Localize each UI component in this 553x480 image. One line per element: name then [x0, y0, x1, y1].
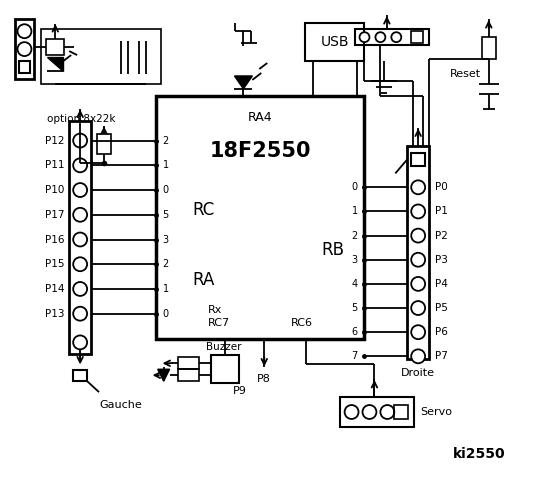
Text: 1: 1 — [163, 160, 169, 170]
Text: 2: 2 — [351, 230, 358, 240]
Text: RB: RB — [321, 241, 344, 259]
Text: 3: 3 — [352, 255, 358, 265]
Text: 5: 5 — [351, 303, 358, 313]
Circle shape — [411, 349, 425, 363]
Bar — [41, 29, 161, 84]
Text: Gauche: Gauche — [99, 400, 142, 410]
Circle shape — [411, 301, 425, 315]
Text: 2: 2 — [163, 135, 169, 145]
Circle shape — [18, 42, 32, 56]
Circle shape — [73, 257, 87, 271]
Bar — [394, 405, 408, 419]
Text: 0: 0 — [352, 182, 358, 192]
Text: 2: 2 — [163, 259, 169, 269]
Text: ki2550: ki2550 — [452, 447, 505, 461]
Circle shape — [73, 336, 87, 349]
Text: P10: P10 — [45, 185, 64, 195]
Bar — [407, 145, 429, 360]
Polygon shape — [48, 57, 63, 71]
Text: 1: 1 — [163, 284, 169, 294]
Text: P2: P2 — [435, 230, 448, 240]
Text: P13: P13 — [45, 309, 64, 319]
Text: 4: 4 — [352, 279, 358, 289]
Circle shape — [73, 183, 87, 197]
Text: option 8x22k: option 8x22k — [47, 114, 116, 124]
Circle shape — [345, 405, 358, 419]
Text: Droite: Droite — [401, 368, 435, 378]
Bar — [411, 153, 425, 167]
Text: 0: 0 — [163, 309, 169, 319]
Circle shape — [18, 24, 32, 38]
Circle shape — [411, 204, 425, 218]
Bar — [73, 370, 87, 381]
Bar — [178, 369, 200, 381]
Text: P8: P8 — [257, 374, 271, 384]
Circle shape — [73, 208, 87, 222]
Bar — [305, 23, 364, 61]
Text: P5: P5 — [435, 303, 448, 313]
Text: Buzzer: Buzzer — [206, 342, 241, 352]
Text: P12: P12 — [45, 135, 64, 145]
Text: P15: P15 — [45, 259, 64, 269]
Bar — [14, 19, 34, 79]
Text: P1: P1 — [435, 206, 448, 216]
Text: RA4: RA4 — [248, 111, 273, 124]
Text: P7: P7 — [435, 351, 448, 361]
Text: RC7: RC7 — [207, 317, 229, 327]
Bar — [211, 355, 239, 383]
Text: P9: P9 — [233, 386, 247, 396]
Circle shape — [73, 133, 87, 147]
Circle shape — [411, 277, 425, 291]
Text: RC6: RC6 — [291, 317, 313, 327]
Text: Reset: Reset — [450, 69, 481, 79]
Circle shape — [375, 32, 385, 42]
Text: RA: RA — [192, 271, 215, 289]
Bar — [178, 357, 200, 369]
Circle shape — [73, 158, 87, 172]
Circle shape — [359, 32, 369, 42]
Text: 6: 6 — [352, 327, 358, 337]
Text: 18F2550: 18F2550 — [210, 141, 311, 160]
Bar — [156, 96, 364, 339]
Bar — [411, 31, 423, 43]
Circle shape — [363, 405, 377, 419]
Circle shape — [411, 325, 425, 339]
Text: P16: P16 — [45, 235, 64, 244]
Bar — [354, 29, 429, 45]
Text: USB: USB — [320, 35, 349, 49]
Text: 1: 1 — [352, 206, 358, 216]
Bar — [46, 39, 64, 55]
Bar — [340, 397, 414, 427]
Bar — [69, 120, 91, 354]
Bar — [97, 133, 111, 154]
Text: P0: P0 — [435, 182, 448, 192]
Circle shape — [411, 180, 425, 194]
Text: P11: P11 — [45, 160, 64, 170]
Bar — [18, 61, 30, 73]
Text: P6: P6 — [435, 327, 448, 337]
Bar — [482, 37, 495, 59]
Circle shape — [411, 253, 425, 267]
Polygon shape — [234, 76, 252, 89]
Text: P17: P17 — [45, 210, 64, 220]
Text: 7: 7 — [351, 351, 358, 361]
Circle shape — [380, 405, 394, 419]
Text: P3: P3 — [435, 255, 448, 265]
Circle shape — [411, 228, 425, 242]
Text: 5: 5 — [163, 210, 169, 220]
Text: 3: 3 — [163, 235, 169, 244]
Polygon shape — [158, 369, 170, 381]
Circle shape — [392, 32, 401, 42]
Text: Servo: Servo — [420, 407, 452, 417]
Text: P14: P14 — [45, 284, 64, 294]
Circle shape — [73, 307, 87, 321]
Text: P4: P4 — [435, 279, 448, 289]
Circle shape — [73, 232, 87, 246]
Text: 0: 0 — [163, 185, 169, 195]
Text: Rx: Rx — [207, 305, 222, 314]
Text: RC: RC — [192, 201, 215, 219]
Circle shape — [73, 282, 87, 296]
